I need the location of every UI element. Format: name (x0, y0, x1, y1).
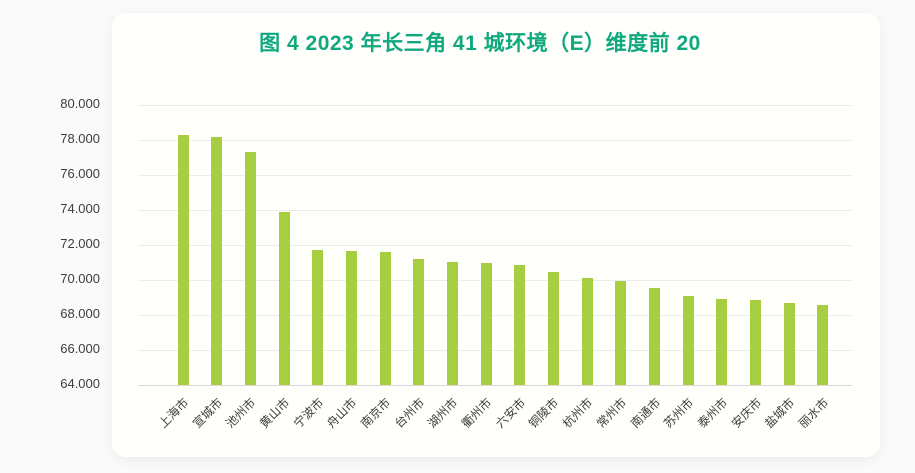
y-tick-label: 64.000 (60, 376, 100, 391)
grid-layer (138, 105, 852, 386)
bar-六安市 (514, 265, 526, 385)
bar-池州市 (244, 152, 256, 385)
y-tick-label: 72.000 (60, 236, 100, 251)
gridline (138, 280, 852, 281)
bar-安庆市 (750, 300, 762, 385)
plot-area (138, 105, 852, 386)
bar-丽水市 (817, 304, 829, 385)
bar-宁波市 (312, 250, 324, 385)
y-tick-label: 66.000 (60, 341, 100, 356)
bar-铜陵市 (547, 272, 559, 385)
bar-黄山市 (278, 211, 290, 385)
bar-南京市 (379, 252, 391, 385)
bar-苏州市 (682, 295, 694, 385)
y-tick-label: 70.000 (60, 271, 100, 286)
y-tick-label: 74.000 (60, 201, 100, 216)
bar-衢州市 (480, 263, 492, 385)
gridline (138, 140, 852, 141)
gridline (138, 175, 852, 176)
bar-泰州市 (716, 299, 728, 385)
gridline (138, 105, 852, 106)
bar-杭州市 (581, 278, 593, 385)
bar-layer (138, 105, 852, 385)
x-axis-line (138, 385, 852, 386)
bar-湖州市 (446, 261, 458, 385)
gridline (138, 315, 852, 316)
y-tick-label: 80.000 (60, 96, 100, 111)
gridline (138, 245, 852, 246)
bar-台州市 (413, 259, 425, 385)
bar-常州市 (615, 280, 627, 385)
bar-上海市 (177, 134, 189, 385)
bar-舟山市 (345, 251, 357, 385)
y-tick-label: 68.000 (60, 306, 100, 321)
bar-南通市 (649, 287, 661, 385)
gridline (138, 210, 852, 211)
y-tick-label: 78.000 (60, 131, 100, 146)
bar-宣城市 (211, 136, 223, 385)
chart-title: 图 4 2023 年长三角 41 城环境（E）维度前 20 (259, 32, 701, 55)
gridline (138, 350, 852, 351)
bar-盐城市 (783, 302, 795, 385)
y-tick-label: 76.000 (60, 166, 100, 181)
